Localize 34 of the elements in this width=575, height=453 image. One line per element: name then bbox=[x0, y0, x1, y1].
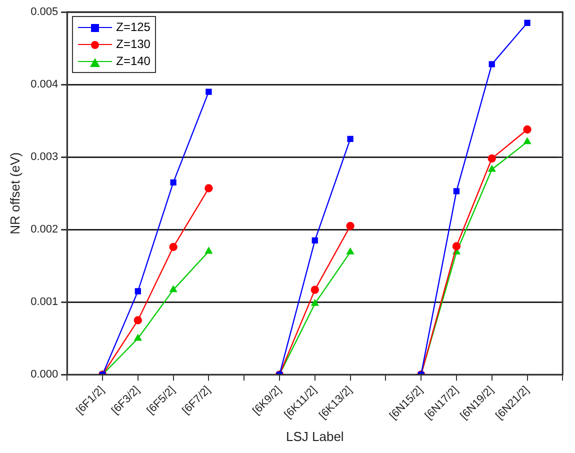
point bbox=[311, 299, 319, 306]
y-tick-label: 0.000 bbox=[30, 368, 58, 381]
y-axis-title: NR offset (eV) bbox=[7, 152, 22, 234]
y-tick-label: 0.004 bbox=[30, 78, 58, 91]
point bbox=[488, 61, 495, 68]
point bbox=[205, 247, 212, 254]
point bbox=[170, 179, 176, 186]
point bbox=[312, 237, 318, 244]
point bbox=[346, 222, 354, 230]
point bbox=[134, 316, 142, 324]
point bbox=[524, 138, 531, 144]
point bbox=[524, 20, 530, 26]
point bbox=[134, 334, 142, 341]
point bbox=[310, 286, 319, 294]
point bbox=[170, 286, 177, 292]
legend-label: Z=130 bbox=[116, 36, 150, 53]
point bbox=[452, 242, 461, 250]
point bbox=[488, 165, 496, 172]
point bbox=[206, 88, 212, 95]
y-tick-label: 0.002 bbox=[30, 224, 58, 236]
y-tick-label: 0.005 bbox=[30, 6, 58, 18]
x-axis-title: LSJ Label bbox=[286, 428, 344, 444]
y-tick-label: 0.003 bbox=[30, 151, 58, 164]
point bbox=[347, 136, 354, 142]
legend-label: Z=140 bbox=[116, 53, 150, 70]
legend-label: Z=125 bbox=[116, 19, 150, 36]
y-tick-label: 0.001 bbox=[30, 296, 58, 308]
point bbox=[134, 288, 141, 294]
point bbox=[204, 184, 213, 192]
point bbox=[488, 154, 496, 163]
point bbox=[453, 188, 460, 194]
point bbox=[523, 125, 532, 134]
point bbox=[346, 248, 354, 254]
point bbox=[169, 242, 178, 252]
